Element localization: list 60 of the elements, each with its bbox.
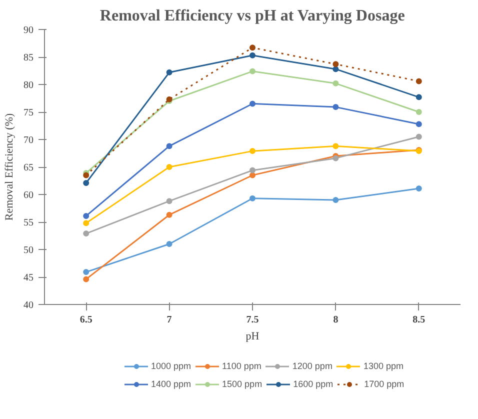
y-tick-label: 60 [24, 190, 34, 201]
point [416, 94, 422, 100]
x-tick-label: 7.5 [246, 314, 259, 326]
legend-label: 1500 ppm [222, 379, 262, 389]
point [332, 104, 339, 110]
point [250, 44, 256, 51]
point [332, 61, 339, 68]
point [166, 164, 172, 170]
y-tick-label: 80 [24, 80, 34, 91]
y-axis-title: Removal Efficiency (%) [4, 113, 16, 221]
x-tick-label: 6.5 [80, 314, 92, 326]
point [83, 230, 90, 237]
y-tick-label: 70 [24, 135, 34, 146]
point [332, 143, 339, 150]
x-axis-title: pH [246, 330, 260, 342]
legend-label: 1200 ppm [292, 361, 332, 371]
point [166, 198, 172, 204]
point [416, 121, 422, 128]
y-tick-label: 45 [24, 272, 34, 284]
point [250, 68, 256, 74]
point [250, 100, 256, 107]
legend-label: 1400 ppm [151, 379, 192, 389]
point [416, 109, 422, 115]
x-tick-label: 8 [333, 314, 338, 326]
point [166, 212, 172, 218]
point [250, 172, 256, 178]
y-tick-label: 40 [24, 300, 34, 311]
point [250, 52, 256, 58]
point [166, 241, 172, 247]
y-tick-label: 65 [24, 162, 34, 174]
point [83, 269, 90, 276]
point [166, 69, 172, 76]
legend-label: 1700 ppm [364, 379, 404, 389]
x-tick-label: 7 [166, 314, 172, 326]
point [250, 167, 256, 174]
x-tick-label: 8.5 [412, 314, 426, 326]
legend-label: 1000 ppm [151, 361, 192, 371]
point [250, 148, 256, 154]
point [250, 195, 256, 202]
y-tick-label: 90 [24, 25, 34, 36]
point [332, 66, 339, 72]
y-tick-label: 50 [24, 245, 34, 256]
y-tick-label: 75 [24, 108, 34, 118]
legend-label: 1100 ppm [222, 361, 262, 371]
point [416, 185, 422, 192]
y-tick-label: 55 [24, 218, 34, 228]
point [83, 212, 90, 219]
point [416, 134, 422, 140]
point [416, 78, 422, 84]
point [83, 220, 90, 226]
point [332, 197, 339, 203]
point [332, 155, 339, 162]
y-tick-label: 85 [24, 52, 34, 64]
chart-title: Removal Efficiency vs pH at Varying Dosage [100, 8, 405, 24]
legend-label: 1600 ppm [293, 379, 334, 389]
legend-label: 1300 ppm [363, 361, 404, 371]
point [83, 180, 90, 186]
point [332, 80, 339, 86]
point [83, 276, 90, 282]
point [166, 143, 172, 150]
